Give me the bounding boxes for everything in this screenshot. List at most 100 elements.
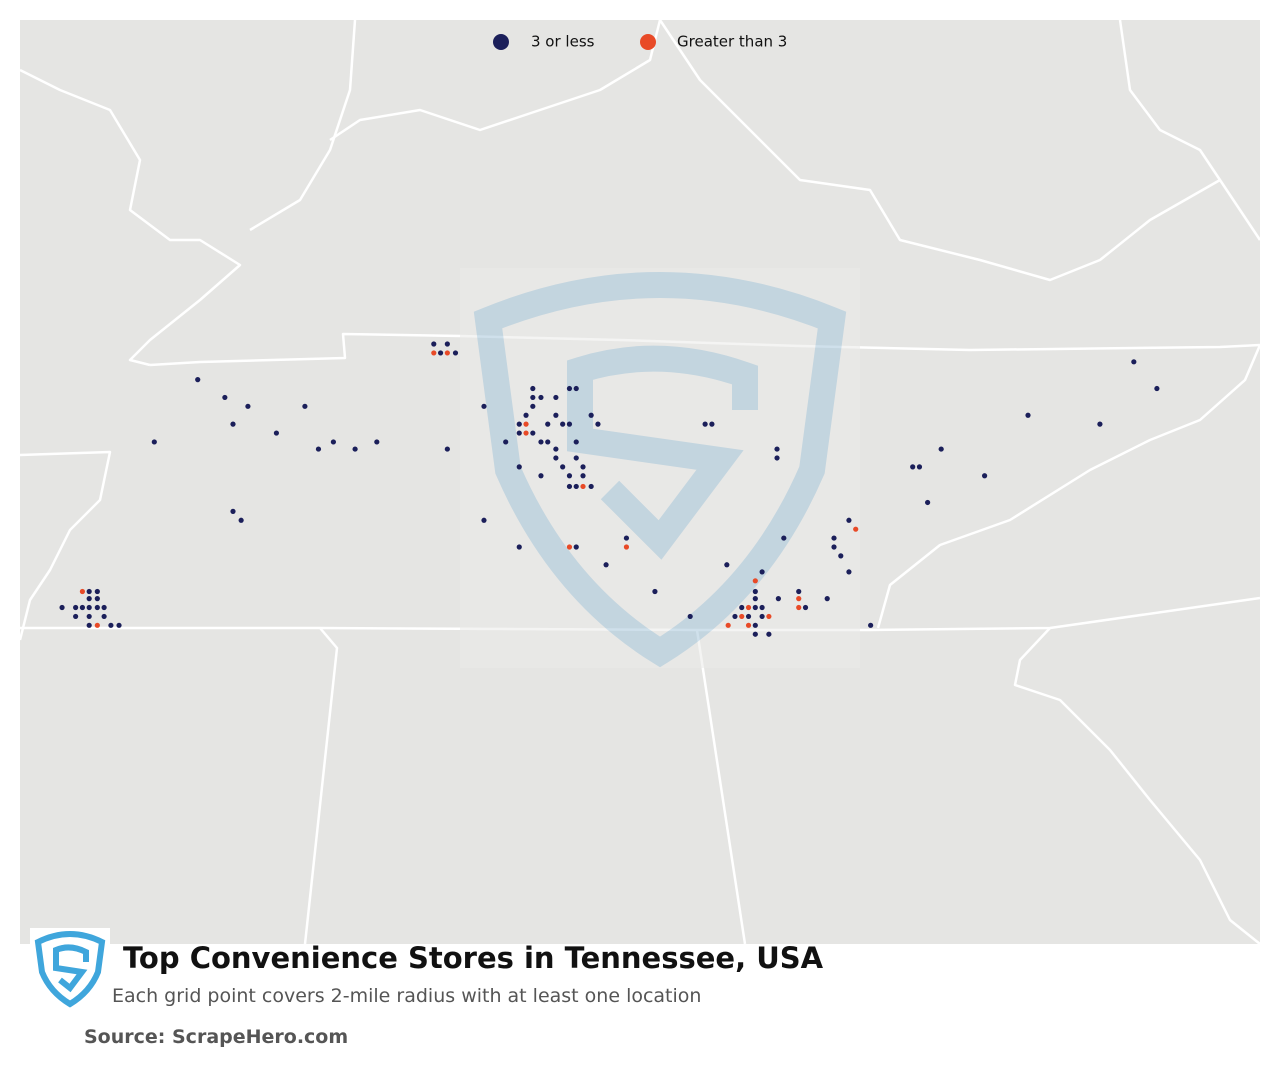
location-point — [523, 412, 529, 418]
legend-label: Greater than 3 — [677, 33, 787, 51]
location-point — [725, 622, 731, 628]
location-point — [759, 604, 765, 611]
location-point — [330, 439, 336, 445]
location-point — [108, 622, 114, 628]
location-point — [687, 613, 693, 620]
location-point — [302, 403, 308, 409]
location-point — [86, 613, 92, 620]
location-point — [838, 553, 844, 559]
location-point — [553, 455, 559, 461]
location-point — [910, 464, 916, 470]
location-point — [916, 464, 923, 470]
location-point — [745, 622, 752, 628]
location-point — [831, 544, 837, 550]
location-point — [151, 439, 157, 445]
location-point — [94, 596, 100, 602]
location-point — [766, 613, 772, 620]
location-point — [580, 473, 586, 479]
location-point — [86, 604, 92, 611]
location-point — [702, 421, 708, 427]
wv-border — [658, 19, 1262, 282]
location-point — [530, 403, 536, 409]
location-point — [431, 341, 437, 347]
location-point — [444, 446, 450, 452]
tn-east-border — [876, 344, 1262, 629]
legend-marker — [493, 34, 509, 50]
location-point — [230, 421, 236, 427]
oh-border — [329, 19, 662, 142]
location-point — [652, 588, 658, 595]
location-point — [73, 604, 79, 611]
location-point — [538, 394, 544, 401]
location-point — [938, 446, 944, 452]
location-point — [444, 341, 450, 347]
ky-border — [19, 68, 242, 367]
location-point — [566, 385, 573, 392]
location-point — [981, 473, 988, 479]
chart-subtitle: Each grid point covers 2-mile radius wit… — [112, 985, 701, 1007]
watermark-s — [567, 345, 758, 560]
location-point — [588, 483, 594, 490]
location-point — [560, 421, 566, 427]
location-point — [603, 562, 609, 568]
location-point — [802, 604, 809, 611]
legend: 3 or less Greater than 3 — [493, 33, 787, 51]
ga-sc-border — [1013, 627, 1261, 945]
watermark-shield — [473, 272, 847, 668]
location-point — [1154, 385, 1160, 392]
location-point — [238, 517, 244, 523]
location-point — [752, 588, 758, 595]
location-point — [245, 403, 251, 409]
location-point — [545, 439, 551, 445]
location-point — [752, 604, 758, 611]
location-point — [846, 569, 852, 575]
legend-label: 3 or less — [531, 33, 595, 51]
location-point — [566, 421, 573, 427]
location-point — [195, 377, 201, 383]
location-point — [846, 517, 852, 523]
location-point — [273, 430, 280, 436]
location-point — [775, 596, 781, 602]
location-point — [516, 430, 522, 436]
chart-title: Top Convenience Stores in Tennessee, USA — [123, 941, 824, 975]
location-point — [595, 421, 601, 427]
location-point — [739, 613, 745, 620]
location-point — [516, 544, 522, 550]
location-point — [745, 613, 752, 620]
location-point — [623, 535, 630, 541]
location-point — [545, 421, 551, 427]
location-point — [94, 622, 100, 628]
location-point — [925, 499, 931, 506]
il-border — [249, 19, 357, 232]
location-point — [623, 544, 630, 550]
location-point — [796, 588, 802, 595]
location-point — [444, 350, 450, 356]
location-point — [530, 385, 536, 392]
location-point — [752, 622, 758, 628]
location-point — [481, 517, 487, 523]
location-point — [59, 604, 65, 611]
location-point — [530, 394, 536, 401]
location-point — [553, 412, 559, 418]
location-point — [796, 604, 802, 611]
location-point — [481, 403, 487, 409]
location-point — [452, 350, 459, 356]
location-point — [523, 421, 529, 427]
location-point — [79, 604, 86, 611]
source: Source: ScrapeHero.com — [84, 1026, 348, 1048]
logo-s — [53, 944, 89, 993]
watermark-box — [460, 268, 860, 668]
location-point — [781, 535, 787, 541]
ms-al-border — [303, 627, 339, 945]
data-points — [59, 341, 1160, 637]
legend-marker — [640, 34, 656, 50]
location-point — [503, 439, 509, 445]
location-point — [759, 613, 765, 620]
location-point — [831, 535, 837, 541]
location-point — [573, 455, 579, 461]
location-point — [222, 394, 228, 401]
location-point — [73, 613, 79, 620]
location-point — [431, 350, 437, 356]
location-point — [374, 439, 380, 445]
